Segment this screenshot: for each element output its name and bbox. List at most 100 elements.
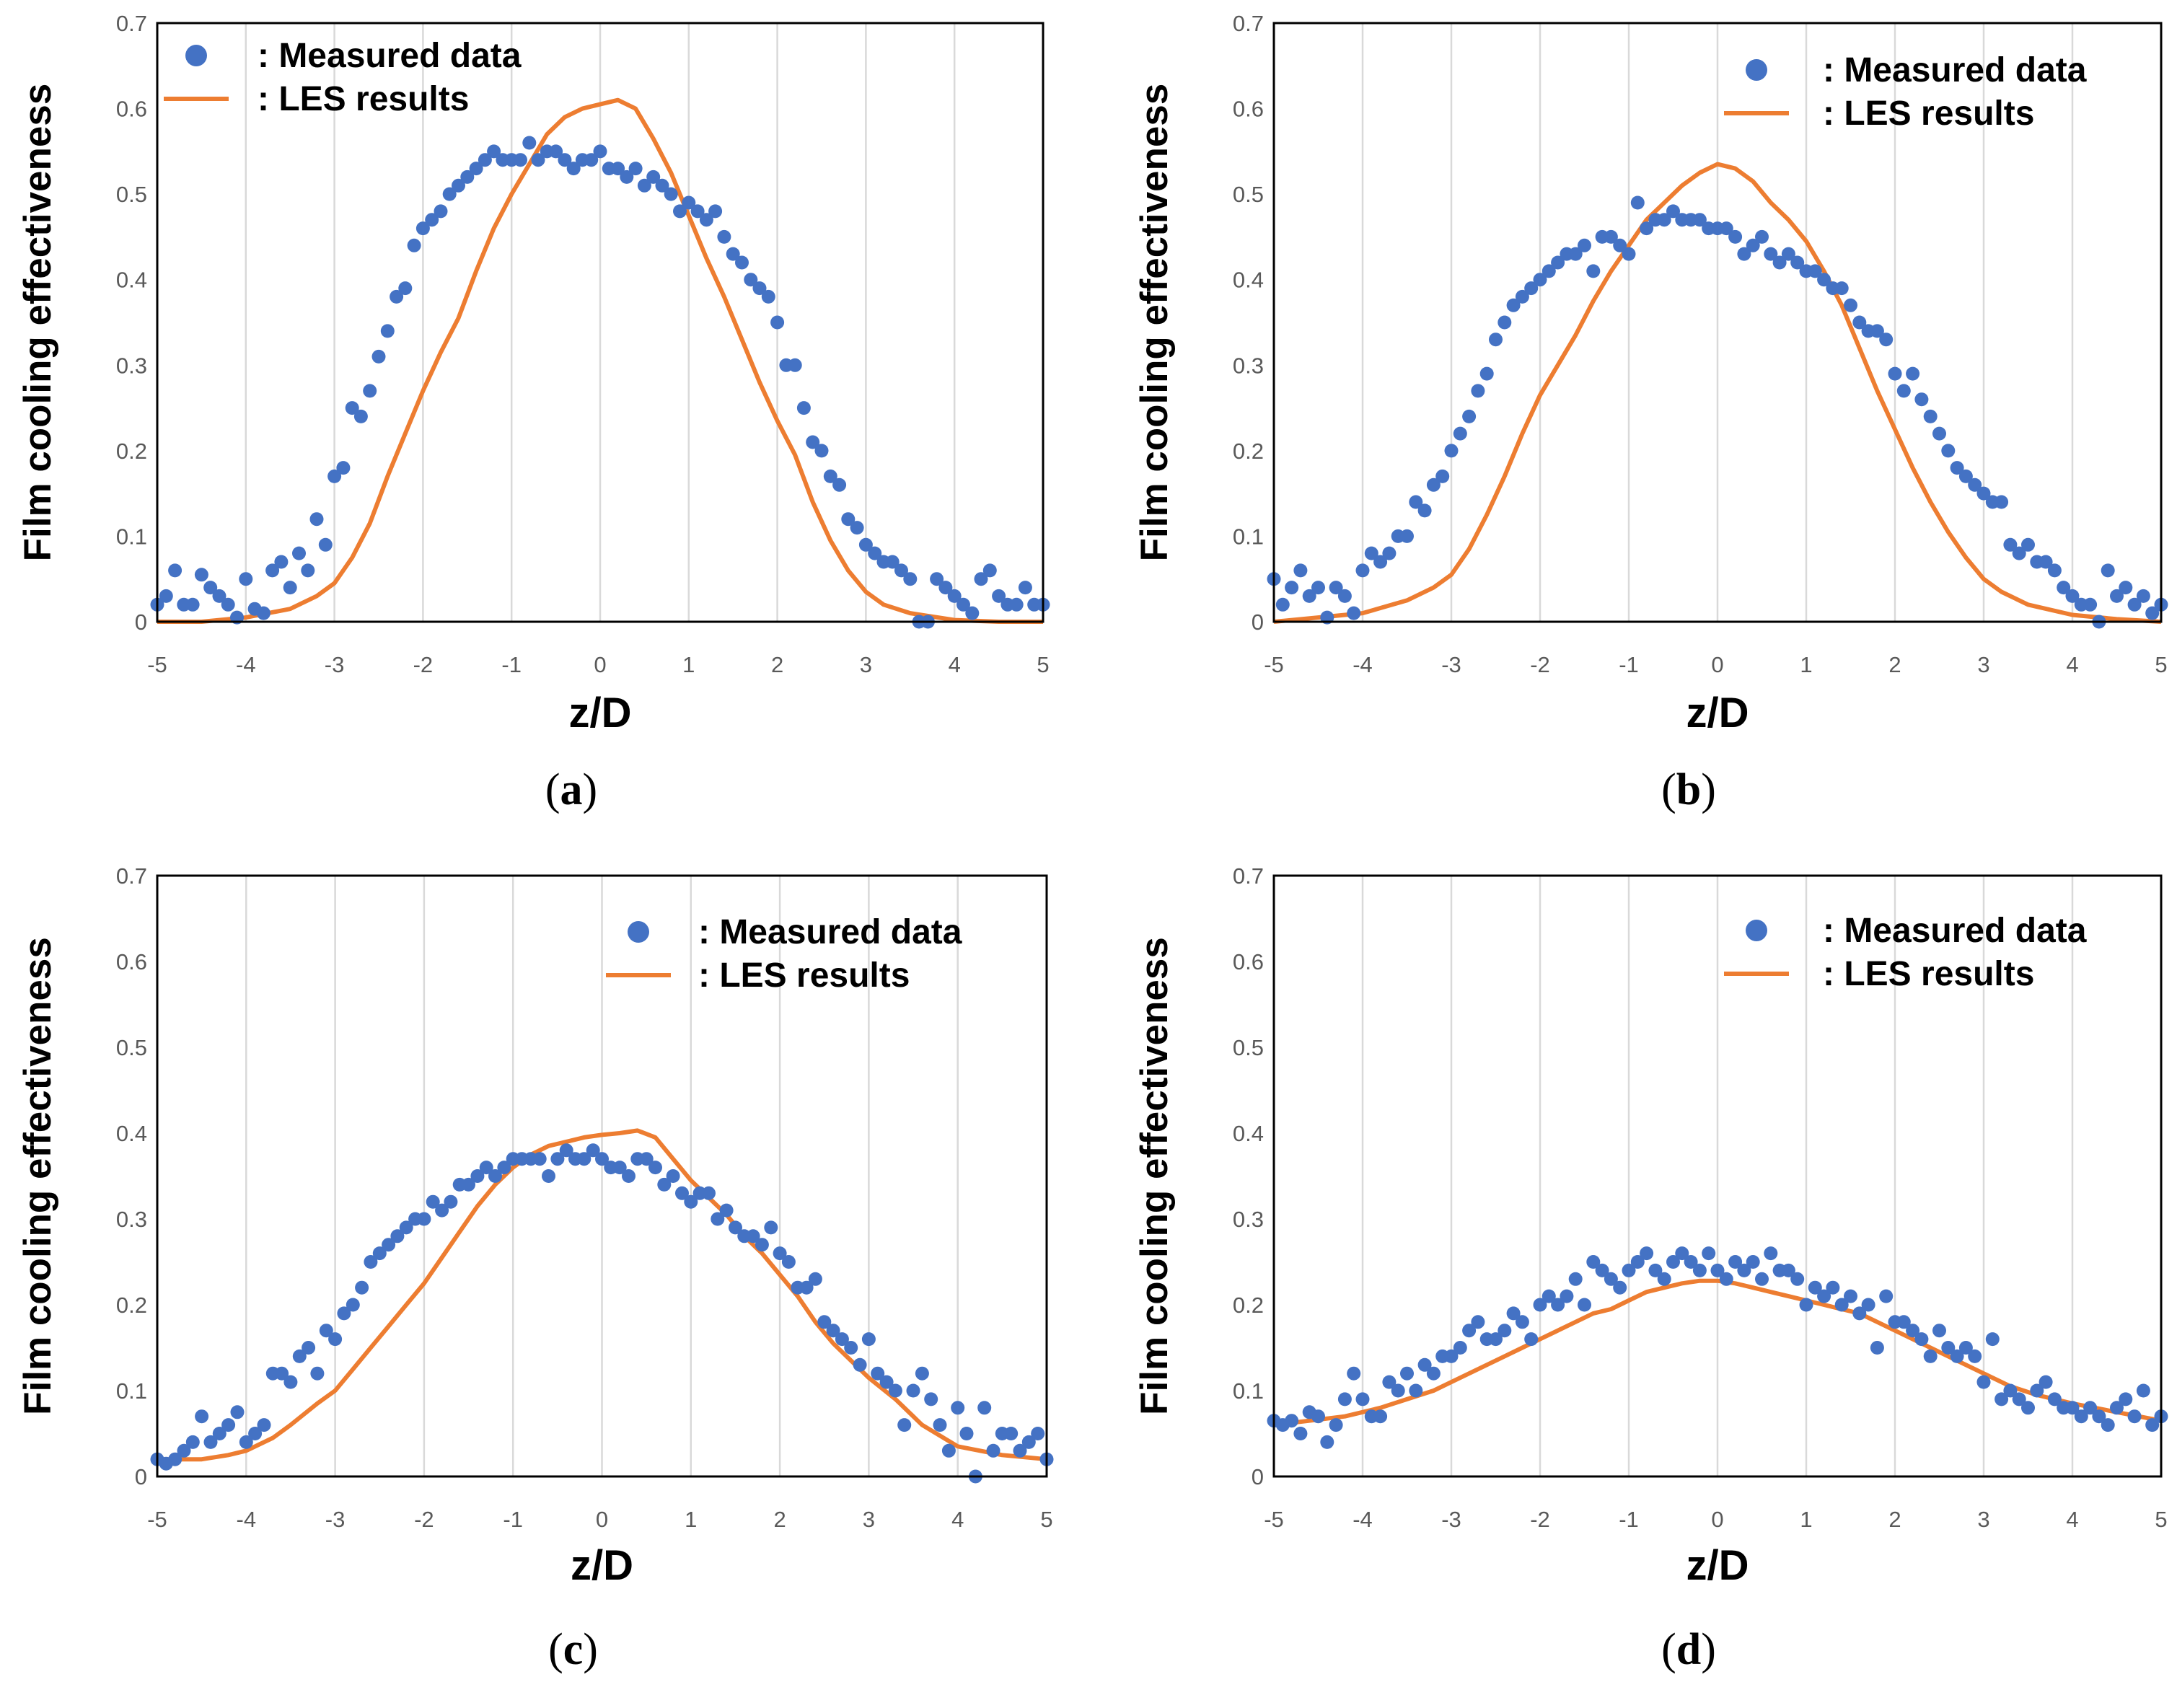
measured-point bbox=[673, 204, 687, 219]
measured-point bbox=[1604, 229, 1618, 244]
measured-point bbox=[1950, 461, 1964, 475]
measured-point bbox=[2101, 563, 2115, 578]
y-tick-label: 0.3 bbox=[116, 353, 147, 378]
x-axis-title: z/D bbox=[571, 1542, 633, 1589]
measured-point bbox=[1692, 213, 1707, 227]
measured-point bbox=[318, 537, 333, 552]
x-tick-label: 2 bbox=[771, 652, 783, 677]
measured-point bbox=[2047, 563, 2062, 578]
y-tick-label: 0.5 bbox=[1233, 1035, 1264, 1060]
measured-point bbox=[1630, 1255, 1645, 1269]
x-tick-label: -4 bbox=[1353, 1507, 1373, 1532]
measured-point bbox=[168, 563, 182, 578]
measured-point bbox=[933, 1418, 947, 1432]
measured-point bbox=[2012, 546, 2026, 560]
measured-point bbox=[1578, 1298, 1591, 1312]
measured-point bbox=[744, 273, 758, 287]
les-results-line bbox=[157, 1128, 1047, 1462]
measured-point bbox=[1950, 1349, 1964, 1363]
measured-point bbox=[1781, 247, 1795, 261]
chart-panel-b: 0 0.1 0.2 0.3 0.4 0.5 0.6 0.7 -5 -4 -3 -2 -1 0 1 2 3 4 5 z/… bbox=[1133, 11, 2168, 814]
measured-point bbox=[532, 1152, 547, 1166]
measured-point bbox=[2065, 1401, 2080, 1415]
x-tick-label: 3 bbox=[1977, 1507, 1989, 1532]
plot-frame bbox=[156, 22, 1044, 623]
measured-point bbox=[1426, 1366, 1441, 1381]
measured-point bbox=[664, 187, 678, 201]
x-tick-label: -4 bbox=[1353, 652, 1373, 677]
measured-point bbox=[283, 581, 297, 595]
measured-point bbox=[1870, 1341, 1884, 1355]
measured-point bbox=[435, 1203, 449, 1218]
measured-point bbox=[1896, 1315, 1911, 1329]
measured-point bbox=[2136, 589, 2150, 603]
y-tick-label: 0.5 bbox=[1233, 182, 1264, 207]
chart-panel-a: 0 0.1 0.2 0.3 0.4 0.5 0.6 0.7 -5 -4 -3 -2 -1 0 1 2 3 4 5 z/… bbox=[17, 11, 1050, 814]
measured-point bbox=[746, 1229, 760, 1243]
measured-point bbox=[1285, 1414, 1299, 1428]
measured-point bbox=[488, 1169, 502, 1183]
x-tick-label: 0 bbox=[596, 1507, 608, 1532]
plot-frame bbox=[1272, 22, 2163, 623]
y-tick-label: 0.2 bbox=[116, 1293, 147, 1318]
x-tick-label: 0 bbox=[1711, 652, 1723, 677]
measured-point bbox=[470, 1169, 485, 1183]
x-tick-label: 3 bbox=[863, 1507, 875, 1532]
y-tick-label: 0.4 bbox=[116, 1121, 147, 1146]
measured-point bbox=[1355, 1392, 1370, 1407]
measured-point bbox=[1533, 1298, 1547, 1312]
y-tick-label: 0.7 bbox=[1233, 11, 1264, 36]
measured-point bbox=[729, 1220, 742, 1235]
measured-point bbox=[682, 195, 696, 210]
measured-point bbox=[301, 563, 315, 578]
measured-point bbox=[265, 563, 280, 578]
y-axis-title: Film cooling effectiveness bbox=[17, 937, 59, 1415]
y-tick-label: 0.1 bbox=[116, 1378, 147, 1404]
measured-point bbox=[1737, 247, 1751, 261]
plot-frame bbox=[1272, 874, 2163, 1478]
plot-frame bbox=[156, 874, 1048, 1478]
legend-les-label: : LES results bbox=[258, 80, 469, 118]
measured-point bbox=[1293, 563, 1308, 578]
measured-point bbox=[469, 162, 483, 176]
measured-point bbox=[1968, 1349, 1982, 1363]
measured-point bbox=[611, 162, 625, 176]
measured-point bbox=[221, 1418, 236, 1432]
measured-point bbox=[1542, 1289, 1556, 1303]
measured-point bbox=[1799, 1298, 1813, 1312]
measured-point bbox=[1453, 1341, 1467, 1355]
x-tick-label: -2 bbox=[1530, 652, 1550, 677]
measured-point bbox=[1764, 247, 1778, 261]
x-tick-label: 0 bbox=[594, 652, 606, 677]
chart-panel-d: 0 0.1 0.2 0.3 0.4 0.5 0.6 0.7 -5 -4 -3 -2 -1 0 1 2 3 4 5 z/… bbox=[1133, 863, 2168, 1674]
measured-point bbox=[328, 1332, 343, 1347]
measured-point bbox=[1018, 581, 1032, 595]
measured-point bbox=[826, 1324, 840, 1338]
measured-point bbox=[1710, 1263, 1725, 1277]
measured-point bbox=[230, 1405, 245, 1419]
measured-point bbox=[1737, 1263, 1751, 1277]
measured-point bbox=[1586, 264, 1601, 278]
measured-point bbox=[1914, 392, 1929, 407]
measured-point bbox=[1551, 1298, 1565, 1312]
measured-point bbox=[1728, 229, 1743, 244]
measured-point bbox=[1666, 1255, 1680, 1269]
measured-point bbox=[194, 568, 208, 582]
measured-point bbox=[177, 1443, 191, 1458]
y-axis-title: Film cooling effectiveness bbox=[1133, 84, 1176, 562]
measured-point bbox=[566, 162, 581, 176]
measured-point bbox=[628, 162, 643, 176]
measured-point bbox=[257, 1418, 271, 1432]
y-tick-label: 0.4 bbox=[1233, 268, 1264, 293]
measured-point bbox=[345, 401, 359, 415]
measured-point bbox=[185, 1435, 200, 1449]
measured-point bbox=[850, 521, 864, 535]
measured-point bbox=[666, 1169, 680, 1183]
measured-point bbox=[1622, 247, 1636, 261]
x-tick-label: -2 bbox=[413, 652, 434, 677]
measured-point bbox=[1657, 213, 1671, 227]
measured-point bbox=[1533, 273, 1547, 287]
measured-point bbox=[1524, 281, 1539, 296]
measured-point bbox=[1834, 1298, 1849, 1312]
